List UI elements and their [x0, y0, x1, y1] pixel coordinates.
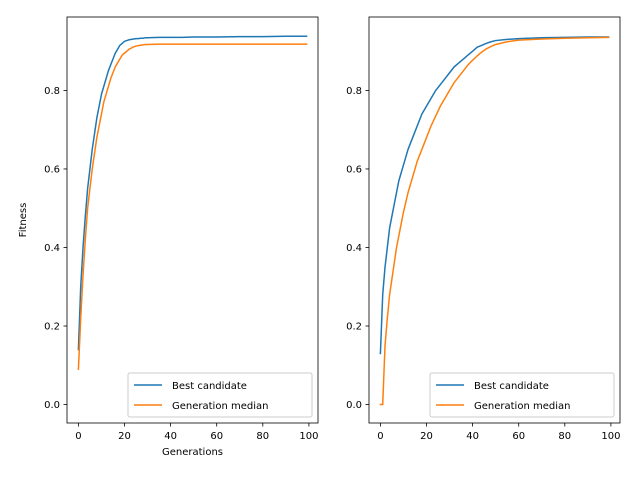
legend-entry-best-candidate: Best candidate: [172, 381, 247, 392]
x-tick-label: 100: [601, 431, 620, 442]
legend: Best candidate Generation median: [127, 372, 313, 418]
x-tick-label: 40: [466, 431, 479, 442]
y-tick-label: 0.0: [346, 400, 362, 411]
series-line-best-candidate: [379, 36, 610, 355]
y-tick-label: 0.6: [346, 164, 362, 175]
chart-panel-right: 0 20 40 60 80 100 0.0 0.2 0.4 0.6 0.8 Best candidat…: [346, 16, 621, 442]
x-tick-label: 0: [377, 431, 383, 442]
x-tick-label: 0: [75, 431, 81, 442]
x-tick-label: 20: [118, 431, 131, 442]
legend-entry-best-candidate: Best candidate: [474, 381, 549, 392]
x-axis-label: Generations: [162, 447, 223, 458]
y-axis-label: Fitness: [18, 203, 29, 238]
legend-entry-generation-median: Generation median: [172, 401, 268, 412]
y-tick-label: 0.0: [44, 400, 60, 411]
chart-panel-left: 0 20 40 60 80 100 0.0 0.2 0.4 0.6 0.8 Generations Fi…: [18, 16, 319, 458]
axes-frame: [368, 16, 621, 424]
y-tick-label: 0.2: [44, 322, 60, 333]
x-tick-label: 80: [256, 431, 269, 442]
axes-frame: [66, 16, 319, 424]
series-line-generation-median: [379, 36, 610, 406]
legend-box: [127, 372, 313, 418]
plot-area: [77, 35, 308, 370]
legend: Best candidate Generation median: [429, 372, 615, 418]
x-tick-label: 60: [512, 431, 525, 442]
plot-area: [379, 36, 610, 406]
y-tick-label: 0.8: [346, 86, 362, 97]
x-tick-label: 40: [164, 431, 177, 442]
y-tick-label: 0.8: [44, 86, 60, 97]
y-tick-label: 0.4: [346, 243, 362, 254]
x-tick-label: 100: [299, 431, 318, 442]
legend-box: [429, 372, 615, 418]
series-line-generation-median: [77, 43, 308, 370]
y-tick-label: 0.6: [44, 164, 60, 175]
x-tick-label: 20: [420, 431, 433, 442]
y-tick-label: 0.2: [346, 322, 362, 333]
x-tick-label: 60: [210, 431, 223, 442]
series-line-best-candidate: [77, 35, 308, 351]
x-tick-label: 80: [558, 431, 571, 442]
legend-entry-generation-median: Generation median: [474, 401, 570, 412]
y-tick-label: 0.4: [44, 243, 60, 254]
